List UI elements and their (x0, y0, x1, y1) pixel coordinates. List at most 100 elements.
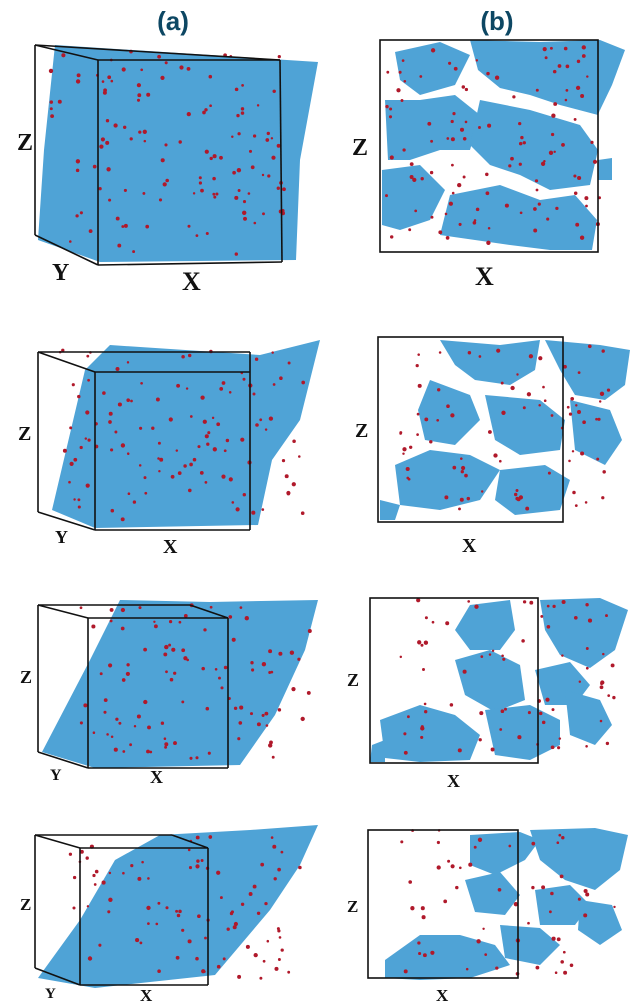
minority-particle (550, 891, 554, 896)
minority-particle (108, 411, 113, 416)
minority-particle (212, 176, 216, 181)
minority-particle (157, 901, 161, 905)
minority-particle (195, 956, 199, 961)
minority-particle (61, 53, 66, 58)
minority-particle (226, 927, 230, 931)
minority-particle (513, 492, 518, 497)
minority-particle (586, 75, 589, 78)
minority-particle (420, 725, 424, 729)
minority-particle (560, 960, 564, 964)
minority-particle (117, 402, 122, 407)
minority-particle (272, 844, 277, 849)
minority-particle (162, 182, 167, 187)
minority-particle (430, 48, 436, 53)
minority-particle (612, 695, 616, 700)
minority-particle (120, 626, 125, 631)
minority-particle (416, 598, 421, 603)
z-axis-label: Z (355, 420, 368, 442)
minority-particle (582, 420, 586, 425)
minority-particle (472, 220, 477, 225)
minority-particle (252, 134, 257, 138)
minority-particle (287, 361, 291, 365)
minority-particle (557, 64, 562, 68)
minority-particle (458, 507, 461, 511)
minority-particle (200, 395, 205, 400)
minority-particle (84, 437, 88, 440)
minority-particle (129, 743, 133, 747)
minority-particle (548, 150, 554, 155)
minority-particle (400, 840, 404, 844)
minority-particle (242, 493, 246, 497)
minority-particle (501, 410, 506, 415)
minority-particle (457, 182, 462, 188)
minority-particle (487, 123, 492, 128)
minority-particle (160, 75, 165, 80)
minority-particle (75, 168, 80, 173)
minority-particle (398, 70, 402, 74)
particle-clusters (385, 828, 628, 980)
minority-particle (486, 71, 490, 76)
minority-particle (245, 944, 250, 949)
minority-particle (465, 967, 469, 971)
minority-particle (187, 224, 191, 228)
minority-particle (165, 906, 169, 910)
minority-particle (267, 174, 271, 178)
minority-particle (129, 137, 133, 141)
minority-particle (280, 850, 284, 854)
minority-particle (98, 187, 102, 191)
minority-particle (585, 204, 588, 208)
minority-particle (256, 104, 260, 107)
minority-particle (476, 939, 481, 944)
minority-particle (86, 354, 90, 358)
minority-particle (241, 84, 244, 87)
minority-particle (555, 206, 559, 211)
minority-particle (260, 862, 265, 867)
minority-particle (130, 399, 133, 403)
minority-particle (601, 496, 605, 500)
minority-particle (164, 143, 168, 147)
minority-particle (451, 163, 454, 167)
minority-particles (79, 603, 312, 760)
minority-particle (389, 107, 393, 111)
minority-particle (207, 751, 211, 755)
minority-particle (62, 448, 67, 453)
minority-particle (386, 70, 390, 74)
minority-particle (220, 686, 224, 690)
minority-particle (204, 149, 209, 154)
minority-particle (557, 746, 561, 750)
minority-particle (528, 354, 534, 359)
minority-particle (488, 653, 492, 656)
minority-particle (50, 114, 55, 119)
minority-particle (268, 671, 272, 674)
minority-particle (577, 175, 582, 181)
particle-slab (52, 340, 320, 528)
minority-particle (142, 191, 146, 195)
minority-particle (558, 737, 562, 740)
minority-particle (599, 685, 604, 690)
minority-particle (136, 98, 141, 102)
minority-particle (92, 164, 97, 169)
simulation-box (34, 834, 209, 986)
minority-particle (475, 59, 479, 62)
simulation-box (34, 44, 283, 266)
minority-particle (414, 209, 418, 213)
minority-particle (601, 349, 605, 353)
minority-particle (429, 440, 433, 444)
minority-particle (462, 137, 467, 141)
minority-particle (178, 140, 182, 144)
y-axis-label: Y (55, 527, 68, 547)
minority-particle (457, 748, 462, 753)
minority-particle (231, 637, 236, 642)
minority-particle (613, 905, 616, 909)
minority-particle (556, 841, 560, 845)
minority-particle (282, 187, 286, 192)
minority-particle (125, 671, 130, 676)
minority-particle (183, 614, 188, 618)
minority-particle (75, 79, 81, 84)
simulation-box (367, 829, 519, 979)
minority-particle (385, 104, 389, 109)
minority-particle (262, 959, 266, 963)
minority-particle (121, 678, 126, 682)
minority-particle (165, 670, 168, 674)
row-1-panel-a: Z Y X (17, 44, 318, 296)
